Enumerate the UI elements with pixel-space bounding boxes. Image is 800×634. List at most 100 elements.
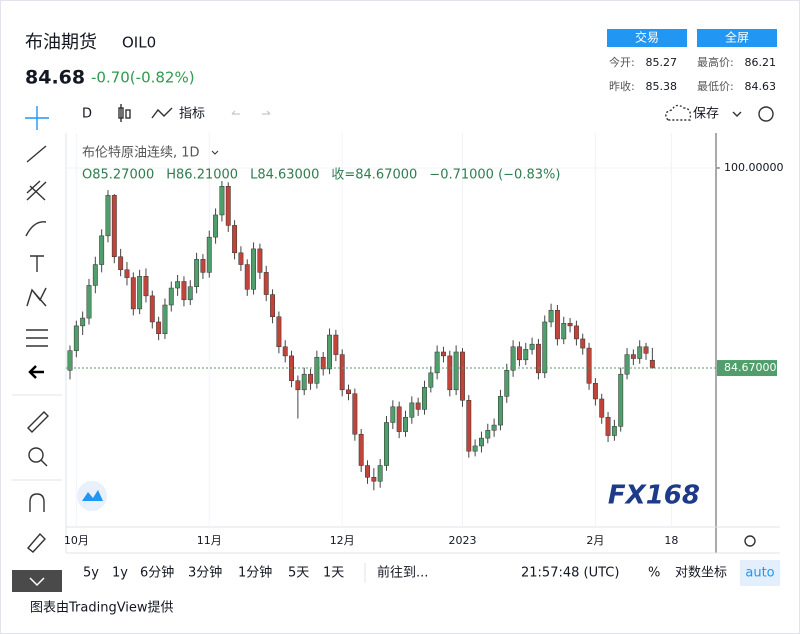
clock: 21:57:48 (UTC) <box>521 566 619 581</box>
stat-label: 昨收: <box>609 79 635 93</box>
goto[interactable]: 前往到... <box>377 565 428 581</box>
candle-body <box>200 259 206 273</box>
footer: 图表由TradingView提供 <box>30 600 174 616</box>
stat-value: 84.63 <box>745 80 777 93</box>
auto-bg[interactable] <box>740 560 780 586</box>
candle-body <box>301 373 307 391</box>
undo-redo[interactable] <box>231 110 271 115</box>
percent[interactable]: % <box>648 566 660 581</box>
x-tick-label: 2023 <box>448 534 476 547</box>
range-button[interactable]: 3分钟 <box>188 565 222 581</box>
interval[interactable]: D <box>82 107 92 122</box>
candle-body <box>295 380 301 391</box>
range-button[interactable]: 1分钟 <box>238 565 272 581</box>
candle-body <box>390 406 396 423</box>
legend-menu[interactable] <box>211 150 219 155</box>
range-button[interactable]: 1天 <box>323 566 344 581</box>
candle-body <box>111 195 117 257</box>
stat-value: 85.27 <box>646 56 678 69</box>
candle-body <box>339 354 345 391</box>
candle-body <box>637 346 643 359</box>
auto[interactable]: auto <box>745 566 774 581</box>
candle-body <box>257 248 263 273</box>
candle-body <box>460 351 465 401</box>
save[interactable]: 保存 <box>693 107 719 122</box>
candle-body <box>403 416 408 432</box>
candle-body <box>263 272 269 295</box>
candle-body <box>282 346 288 357</box>
candle-body <box>219 185 225 216</box>
watermark: FX168 <box>608 481 700 511</box>
settings-icon[interactable] <box>758 106 774 122</box>
last-price-box <box>717 360 777 377</box>
save-menu[interactable] <box>732 111 742 117</box>
candle-body <box>573 325 579 340</box>
candle-body <box>352 393 358 435</box>
candle-icon[interactable] <box>118 104 131 122</box>
price: 84.68 <box>25 67 85 89</box>
trade-button[interactable] <box>607 29 687 47</box>
candle-body <box>244 264 250 290</box>
left-toolbar <box>25 106 49 553</box>
candle-body <box>592 383 598 400</box>
y-tick-label: 100.00000 <box>724 161 784 174</box>
candle-body <box>497 396 503 426</box>
indicators[interactable]: 指标 <box>179 107 205 122</box>
candle-body <box>270 294 276 318</box>
legend-value: −0.71000 (−0.83%) <box>429 168 560 183</box>
candle-body <box>384 422 389 466</box>
candle-body <box>371 477 377 482</box>
trade-label[interactable]: 交易 <box>635 30 659 45</box>
scale-settings[interactable] <box>744 535 756 547</box>
title: 布油期货 <box>25 32 97 53</box>
candle-body <box>327 334 332 370</box>
candle-body <box>586 347 592 384</box>
change: -0.70(-0.82%) <box>91 69 195 87</box>
fullscreen-label[interactable]: 全屏 <box>725 30 749 45</box>
range-button[interactable]: 5y <box>83 566 99 581</box>
candle-body <box>618 373 624 427</box>
candle-body <box>599 398 605 418</box>
candle-body <box>649 359 655 369</box>
x-tick-label: 18 <box>664 534 678 547</box>
candle-body <box>346 389 351 395</box>
x-tick-label: 12月 <box>330 534 355 547</box>
candle-body <box>567 323 573 327</box>
candle-body <box>643 346 649 354</box>
stat-value: 86.21 <box>745 56 777 69</box>
candle-body <box>308 373 313 384</box>
candle-body <box>124 269 130 278</box>
candle-body <box>365 465 370 478</box>
x-tick-label: 11月 <box>197 534 222 547</box>
candle-body <box>156 321 162 334</box>
candle-body <box>466 400 472 452</box>
candle-body <box>396 406 402 432</box>
fullscreen-button[interactable] <box>697 29 777 47</box>
range-button[interactable]: 6分钟 <box>140 565 174 581</box>
indicator-icon[interactable] <box>151 107 173 119</box>
log-scale[interactable]: 对数坐标 <box>675 566 727 581</box>
cloud-icon[interactable] <box>665 104 692 121</box>
candle-body <box>472 445 478 452</box>
candle-body <box>409 402 415 418</box>
candle-body <box>580 338 586 349</box>
stat-label: 最低价: <box>697 80 734 93</box>
candle-body <box>206 236 212 273</box>
x-tick-label: 2月 <box>586 534 604 547</box>
candle-body <box>624 354 630 375</box>
candle-body <box>548 309 554 323</box>
candle-body <box>434 351 440 374</box>
candle-body <box>428 372 434 388</box>
candle-body <box>130 277 136 310</box>
candle-body <box>491 424 497 431</box>
candle-body <box>630 354 636 359</box>
candle-body <box>137 276 143 310</box>
stat-label: 今开: <box>609 55 635 69</box>
range-button[interactable]: 5天 <box>288 566 309 581</box>
collapse-icon[interactable] <box>29 577 45 587</box>
candle-body <box>422 386 427 410</box>
candle-body <box>314 356 320 384</box>
collapse-button[interactable] <box>12 570 62 592</box>
range-button[interactable]: 1y <box>112 566 128 581</box>
